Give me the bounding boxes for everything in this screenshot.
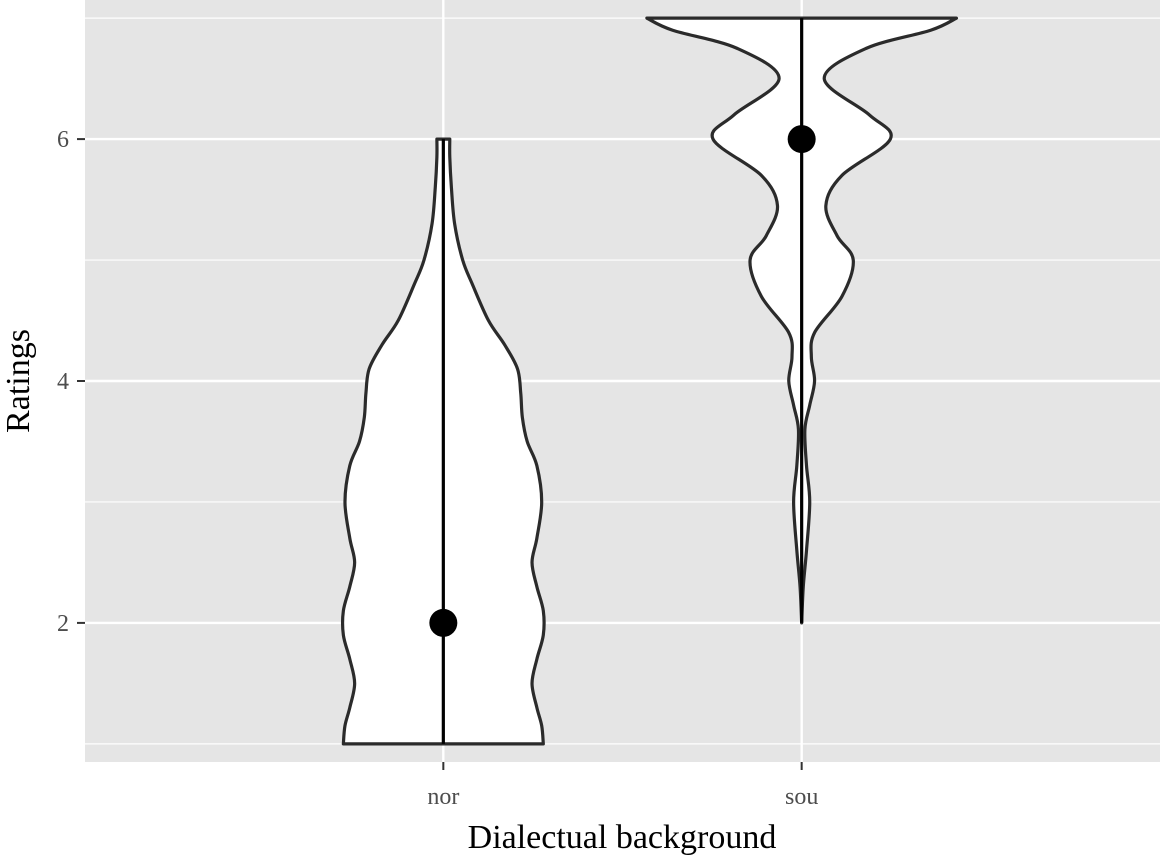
y-axis-title: Ratings [0, 329, 37, 433]
x-tick-label: sou [785, 784, 818, 810]
median-point-sou [787, 125, 816, 154]
y-tick-label: 2 [57, 611, 69, 637]
x-axis-title: Dialectual background [468, 819, 777, 856]
median-point-nor [429, 608, 458, 637]
violins [340, 16, 959, 746]
x-axis: nor sou [427, 762, 818, 810]
minor-gridlines [85, 17, 1160, 745]
y-tick-label: 4 [57, 369, 69, 395]
x-tick-label: nor [427, 784, 459, 810]
y-axis: 2 4 6 [57, 127, 85, 637]
y-tick-label: 6 [57, 127, 69, 153]
